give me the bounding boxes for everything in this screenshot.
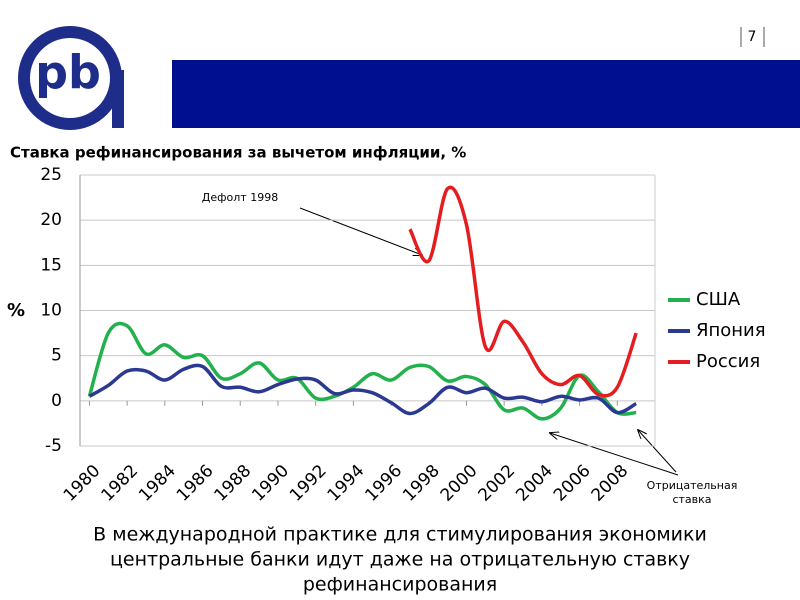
y-tick-label: 0 <box>51 391 62 411</box>
caption-line: рефинансирования <box>303 574 497 596</box>
caption-line: В международной практике для стимулирова… <box>93 524 707 546</box>
caption-line: центральные банки идут даже на отрицател… <box>110 549 690 571</box>
legend-label: Россия <box>696 351 760 372</box>
x-tick-label: 2002 <box>475 461 520 506</box>
x-tick-label: 1992 <box>286 461 331 506</box>
y-axis-label: % <box>7 300 25 321</box>
annotation-arrow <box>638 430 677 473</box>
annotation: Отрицательная <box>647 479 738 492</box>
chart-title: Ставка рефинансирования за вычетом инфля… <box>10 144 466 162</box>
x-tick-label: 2008 <box>588 461 633 506</box>
x-tick-label: 1980 <box>60 461 105 506</box>
x-tick-label: 1988 <box>211 461 256 506</box>
header-banner <box>172 60 800 128</box>
annotation: Дефолт 1998 <box>202 191 278 204</box>
annotation-arrow <box>299 207 422 255</box>
annotation: ставка <box>672 493 711 506</box>
x-tick-label: 2006 <box>550 461 595 506</box>
x-tick-label: 1998 <box>399 461 444 506</box>
y-tick-label: -5 <box>45 436 62 456</box>
annotation-arrow <box>550 433 679 476</box>
legend-label: США <box>696 289 741 310</box>
data-line <box>87 321 637 421</box>
page-number: 7 <box>748 29 757 45</box>
legend-label: Япония <box>696 320 766 341</box>
x-tick-label: 1990 <box>248 461 293 506</box>
logo: pb <box>18 26 124 130</box>
y-tick-label: 25 <box>40 165 62 185</box>
svg-text:pb: pb <box>35 46 101 100</box>
x-tick-label: 1996 <box>361 461 406 506</box>
data-line <box>88 363 638 416</box>
y-tick-label: 5 <box>51 346 62 366</box>
y-tick-label: 10 <box>40 301 62 321</box>
x-tick-label: 1986 <box>173 461 218 506</box>
x-tick-label: 2004 <box>512 461 557 506</box>
x-tick-label: 1984 <box>135 461 180 506</box>
x-tick-label: 1982 <box>97 461 142 506</box>
x-tick-label: 2000 <box>437 461 482 506</box>
data-line <box>408 185 638 398</box>
x-tick-label: 1994 <box>324 461 369 506</box>
y-tick-label: 15 <box>40 255 62 275</box>
y-tick-label: 20 <box>40 210 62 230</box>
